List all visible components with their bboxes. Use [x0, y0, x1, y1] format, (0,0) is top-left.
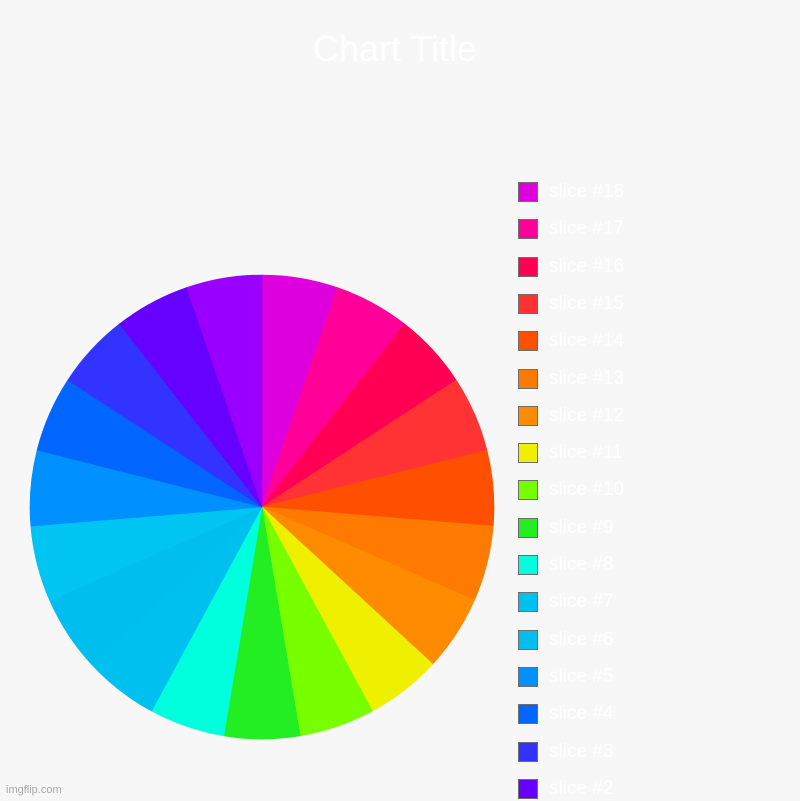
legend-swatch	[518, 182, 538, 202]
legend-label: slice #3	[549, 740, 614, 762]
legend-label: slice #6	[549, 628, 614, 650]
legend-item-15: slice #15	[518, 292, 624, 316]
legend-item-4: slice #4	[518, 702, 613, 726]
legend-swatch	[518, 666, 538, 687]
pie-slice-19	[186, 274, 263, 508]
legend-swatch	[518, 480, 538, 501]
legend-label: slice #9	[549, 516, 614, 538]
legend-item-2: slice #2	[518, 777, 613, 801]
legend-label: slice #7	[549, 591, 614, 613]
legend-item-18: slice #18	[518, 180, 624, 204]
legend-swatch	[518, 331, 538, 352]
pie-slices	[29, 274, 495, 740]
legend-item-11: slice #11	[518, 441, 623, 465]
legend-item-13: slice #13	[518, 367, 624, 391]
legend-item-8: slice #8	[518, 553, 613, 577]
legend-label: slice #17	[549, 218, 624, 240]
legend-swatch	[518, 219, 538, 240]
legend-item-10: slice #10	[518, 478, 624, 502]
legend-swatch	[518, 778, 538, 799]
legend-label: slice #10	[549, 479, 624, 501]
legend-item-5: slice #5	[518, 665, 613, 689]
legend-item-3: slice #3	[518, 740, 613, 764]
legend-swatch	[518, 629, 538, 650]
legend-item-12: slice #12	[518, 404, 624, 428]
legend-swatch	[518, 405, 538, 426]
legend-label: slice #2	[549, 777, 614, 799]
legend-label: slice #8	[549, 554, 614, 575]
legend-swatch	[518, 592, 538, 613]
legend-swatch	[518, 443, 538, 464]
legend-item-17: slice #17	[518, 217, 624, 241]
legend-item-16: slice #16	[518, 255, 624, 279]
legend-label: slice #11	[549, 442, 623, 464]
watermark: imgflip.com	[6, 784, 62, 796]
legend-item-7: slice #7	[518, 590, 613, 614]
legend-label: slice #5	[549, 665, 614, 687]
legend-label: slice #18	[549, 181, 624, 202]
legend-label: slice #12	[549, 404, 624, 426]
legend-swatch	[518, 293, 538, 314]
legend-label: slice #14	[549, 330, 624, 352]
legend-label: slice #16	[549, 255, 624, 277]
legend-swatch	[518, 704, 538, 725]
legend-label: slice #4	[549, 703, 614, 725]
chart-title: Chart Title	[312, 28, 478, 69]
legend-label: slice #13	[549, 367, 624, 389]
legend-swatch	[518, 555, 538, 575]
legend-swatch	[518, 741, 538, 762]
legend-item-6: slice #6	[518, 628, 613, 652]
legend-swatch	[518, 256, 538, 277]
legend-item-9: slice #9	[518, 516, 613, 540]
legend-item-14: slice #14	[518, 329, 624, 353]
legend-swatch	[518, 368, 538, 389]
legend-label: slice #15	[549, 292, 624, 314]
legend-swatch	[518, 517, 538, 538]
